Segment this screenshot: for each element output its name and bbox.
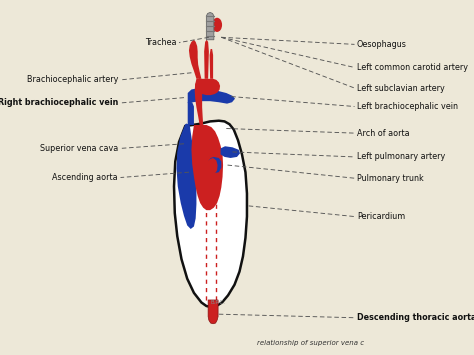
Polygon shape [206, 12, 214, 40]
Text: Trachea: Trachea [145, 38, 176, 47]
Polygon shape [208, 157, 221, 173]
Text: Left subclavian artery: Left subclavian artery [357, 83, 445, 93]
Text: Oesophagus: Oesophagus [357, 40, 407, 49]
Text: Left brachiocephalic vein: Left brachiocephalic vein [357, 102, 458, 111]
Polygon shape [208, 300, 218, 324]
Polygon shape [176, 124, 196, 229]
Text: Brachiocephalic artery: Brachiocephalic artery [27, 75, 118, 84]
Polygon shape [174, 121, 247, 307]
Polygon shape [191, 125, 223, 210]
Circle shape [212, 18, 222, 32]
Text: Descending thoracic aorta: Descending thoracic aorta [357, 313, 474, 322]
Text: Pericardium: Pericardium [357, 212, 405, 221]
Polygon shape [220, 146, 240, 158]
Text: relationship of superior vena c: relationship of superior vena c [257, 340, 365, 346]
Polygon shape [210, 49, 213, 79]
Text: Superior vena cava: Superior vena cava [40, 144, 118, 153]
Polygon shape [204, 40, 209, 79]
Polygon shape [195, 79, 220, 95]
Text: Arch of aorta: Arch of aorta [357, 129, 410, 138]
Polygon shape [207, 158, 218, 175]
Text: B.P.C.: B.P.C. [210, 300, 225, 305]
Text: Pulmonary trunk: Pulmonary trunk [357, 174, 424, 183]
Polygon shape [188, 102, 194, 125]
Text: Left pulmonary artery: Left pulmonary artery [357, 152, 445, 162]
Polygon shape [195, 78, 203, 125]
Polygon shape [189, 40, 201, 79]
Polygon shape [188, 88, 235, 104]
Text: Ascending aorta: Ascending aorta [53, 173, 118, 182]
Text: Left common carotid artery: Left common carotid artery [357, 63, 468, 72]
Text: Right brachiocephalic vein: Right brachiocephalic vein [0, 98, 118, 108]
